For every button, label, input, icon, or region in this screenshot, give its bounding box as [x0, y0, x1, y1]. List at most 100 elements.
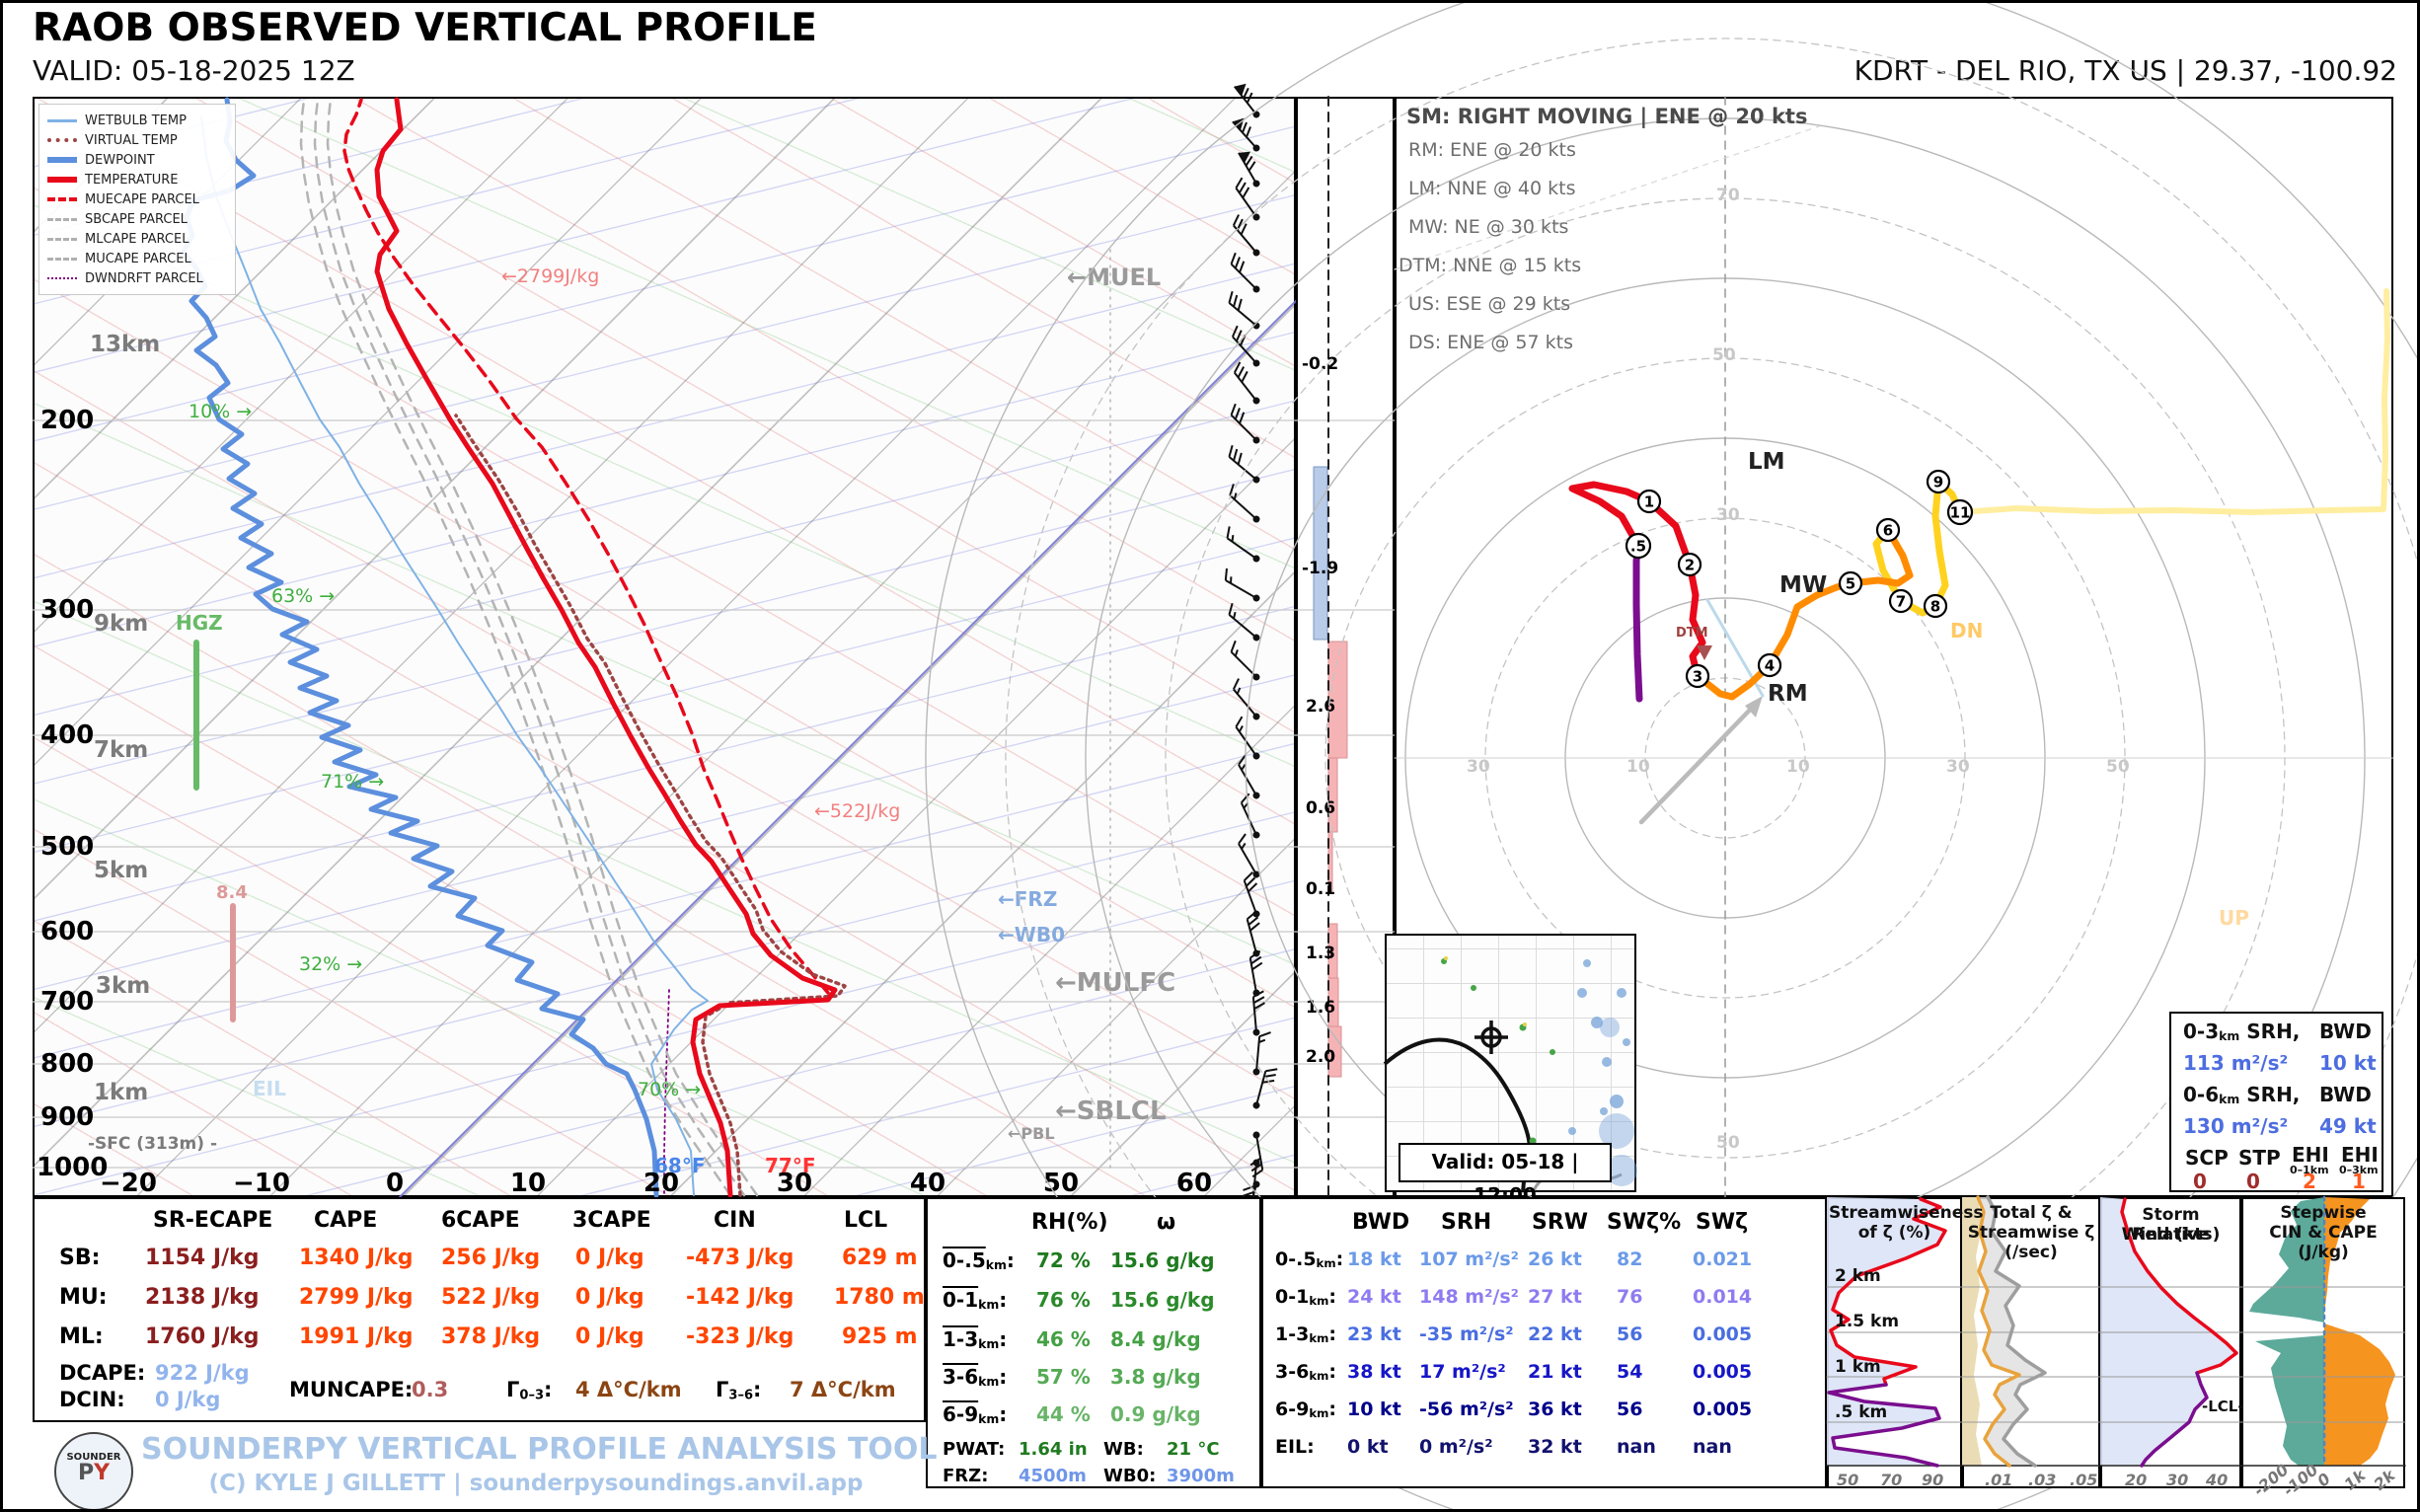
dcape-value: 922 J/kg	[155, 1361, 250, 1385]
pwat-label: PWAT:	[943, 1439, 1006, 1460]
omega-value: 0.6	[1306, 798, 1336, 818]
temp-tick: −10	[233, 1169, 290, 1198]
cape6-value-annotation: ←522J/kg	[814, 800, 901, 822]
svg-text:4: 4	[1765, 657, 1775, 675]
panel-title: Stepwise	[2280, 1203, 2367, 1223]
station-id: KDRT - DEL RIO, TX US | 29.37, -100.92	[1853, 54, 2397, 87]
cell: 2138 J/kg	[145, 1285, 260, 1310]
panel-title: Storm Relative	[2132, 1205, 2210, 1245]
storm-motion-dtm: DTM: NNE @ 15 kts	[1399, 255, 1582, 276]
muncape-label: MUNCAPE:	[289, 1378, 414, 1401]
temp-tick: 60	[1175, 1169, 1213, 1198]
cell: 15.6 g/kg	[1110, 1288, 1215, 1312]
omega-plot	[1295, 96, 1396, 1198]
omega-value: -0.2	[1302, 354, 1339, 374]
cell: 0 J/kg	[575, 1246, 644, 1270]
panel-title: (/sec)	[2004, 1243, 2058, 1262]
col-header: 3CAPE	[572, 1208, 651, 1233]
cell: 256 J/kg	[441, 1246, 541, 1270]
pbl-annotation: ←PBL	[1008, 1124, 1055, 1143]
col-header: BWD	[1352, 1210, 1410, 1235]
col-header: LCL	[844, 1208, 888, 1233]
cell: 0.005	[1693, 1361, 1753, 1383]
col-header: SRW	[1532, 1210, 1589, 1235]
dewpoint-swatch-icon	[47, 157, 77, 163]
cell: 38 kt	[1347, 1361, 1401, 1383]
srh-summary-box: 0-3km SRH, BWD 113 m²/s² 10 kt 0-6km SRH…	[2169, 1012, 2383, 1192]
col-header: CIN	[714, 1208, 756, 1233]
col-header: SRH	[1441, 1210, 1492, 1235]
bwd-0-3-value: 10 kt	[2319, 1051, 2377, 1075]
cell: 148 m²/s²	[1419, 1286, 1519, 1308]
storm-motion-lm: LM: NNE @ 40 kts	[1408, 178, 1576, 199]
legend-label: DEWPOINT	[85, 152, 155, 168]
height-label: 5km	[94, 858, 149, 883]
mucape-value-annotation: ←2799J/kg	[501, 265, 600, 287]
pressure-tick: 200	[40, 406, 95, 435]
x-tick: 50	[1837, 1471, 1859, 1489]
cell: 18 kt	[1347, 1248, 1401, 1270]
muel-annotation: ←MUEL	[1067, 264, 1162, 291]
cell: 10 kt	[1347, 1399, 1401, 1420]
pwat-value: 1.64 in	[1019, 1439, 1088, 1460]
rh-annotation: 70% →	[638, 1079, 702, 1100]
cell: 3.8 g/kg	[1110, 1365, 1201, 1389]
left-mover-label: LM	[1748, 449, 1785, 475]
storm-motion-us: US: ESE @ 29 kts	[1408, 293, 1571, 315]
thermo-table: SR-ECAPE CAPE 6CAPE 3CAPE CIN LCL SB: 11…	[33, 1197, 926, 1422]
x-tick: 20	[2125, 1471, 2148, 1489]
cell: 26 kt	[1528, 1248, 1582, 1270]
scp-value: 0	[2193, 1170, 2207, 1193]
ehi3-value: 1	[2352, 1170, 2366, 1193]
temp-tick: −20	[100, 1169, 157, 1198]
cell: 8.4 g/kg	[1110, 1327, 1201, 1351]
lcl-marker-label: -LCL-	[2202, 1398, 2244, 1415]
legend-label: WETBULB TEMP	[85, 113, 187, 128]
panel-title: Total ζ &	[1990, 1203, 2073, 1223]
temp-tick: 20	[643, 1169, 680, 1198]
height-gridlabel: 1.5 km	[1835, 1312, 1900, 1331]
temp-tick: 50	[1042, 1169, 1080, 1198]
frz-annotation: ←FRZ	[998, 887, 1058, 911]
col-header: SWζ%	[1607, 1210, 1682, 1235]
col-header: SWζ	[1696, 1210, 1749, 1235]
temp-tick: 30	[776, 1169, 813, 1198]
cell: 46 %	[1036, 1327, 1091, 1351]
pressure-tick: 1000	[37, 1153, 109, 1182]
muecape-swatch-icon	[47, 197, 77, 201]
pressure-tick: 900	[40, 1102, 95, 1132]
x-tick: 90	[1922, 1471, 1944, 1489]
height-gridlabel: 2 km	[1835, 1266, 1881, 1286]
ring-label: 10	[1786, 757, 1810, 777]
mean-wind-label: MW	[1779, 572, 1828, 598]
bwd-0-3-header: BWD	[2319, 1020, 2372, 1043]
sbcape-swatch-icon	[47, 217, 77, 221]
cell: 1340 J/kg	[299, 1246, 414, 1270]
upshear-label: UP	[2219, 906, 2249, 930]
cell: 0.005	[1693, 1323, 1753, 1345]
cell: -35 m²/s²	[1419, 1323, 1514, 1345]
footer-line1: SOUNDERPY VERTICAL PROFILE ANALYSIS TOOL	[141, 1432, 938, 1467]
mucape-swatch-icon	[47, 257, 77, 261]
muncape-value: 0.3	[412, 1378, 449, 1401]
legend-label: TEMPERATURE	[85, 172, 179, 188]
height-label: 1km	[94, 1080, 149, 1105]
row-label: 3-6km:	[1275, 1361, 1337, 1384]
legend-label: MLCAPE PARCEL	[85, 231, 189, 247]
temp-tick: 10	[509, 1169, 547, 1198]
cell: 0.021	[1693, 1248, 1753, 1270]
stp-value: 0	[2246, 1170, 2260, 1193]
cell: 54	[1617, 1361, 1643, 1383]
streamwiseness-plot	[1826, 1197, 1963, 1468]
omega-value: -1.9	[1302, 559, 1339, 578]
height-label: 13km	[90, 332, 161, 357]
cell: 15.6 g/kg	[1110, 1248, 1215, 1272]
bwd-0-6-value: 49 kt	[2319, 1114, 2377, 1138]
sfc-dewpoint-f: 68°F	[654, 1154, 706, 1177]
row-label: 6-9km:	[943, 1402, 1008, 1427]
right-mover-label: RM	[1768, 681, 1808, 707]
cell: 107 m²/s²	[1419, 1248, 1519, 1270]
height-label: 7km	[94, 737, 149, 763]
cell: -56 m²/s²	[1419, 1399, 1514, 1420]
